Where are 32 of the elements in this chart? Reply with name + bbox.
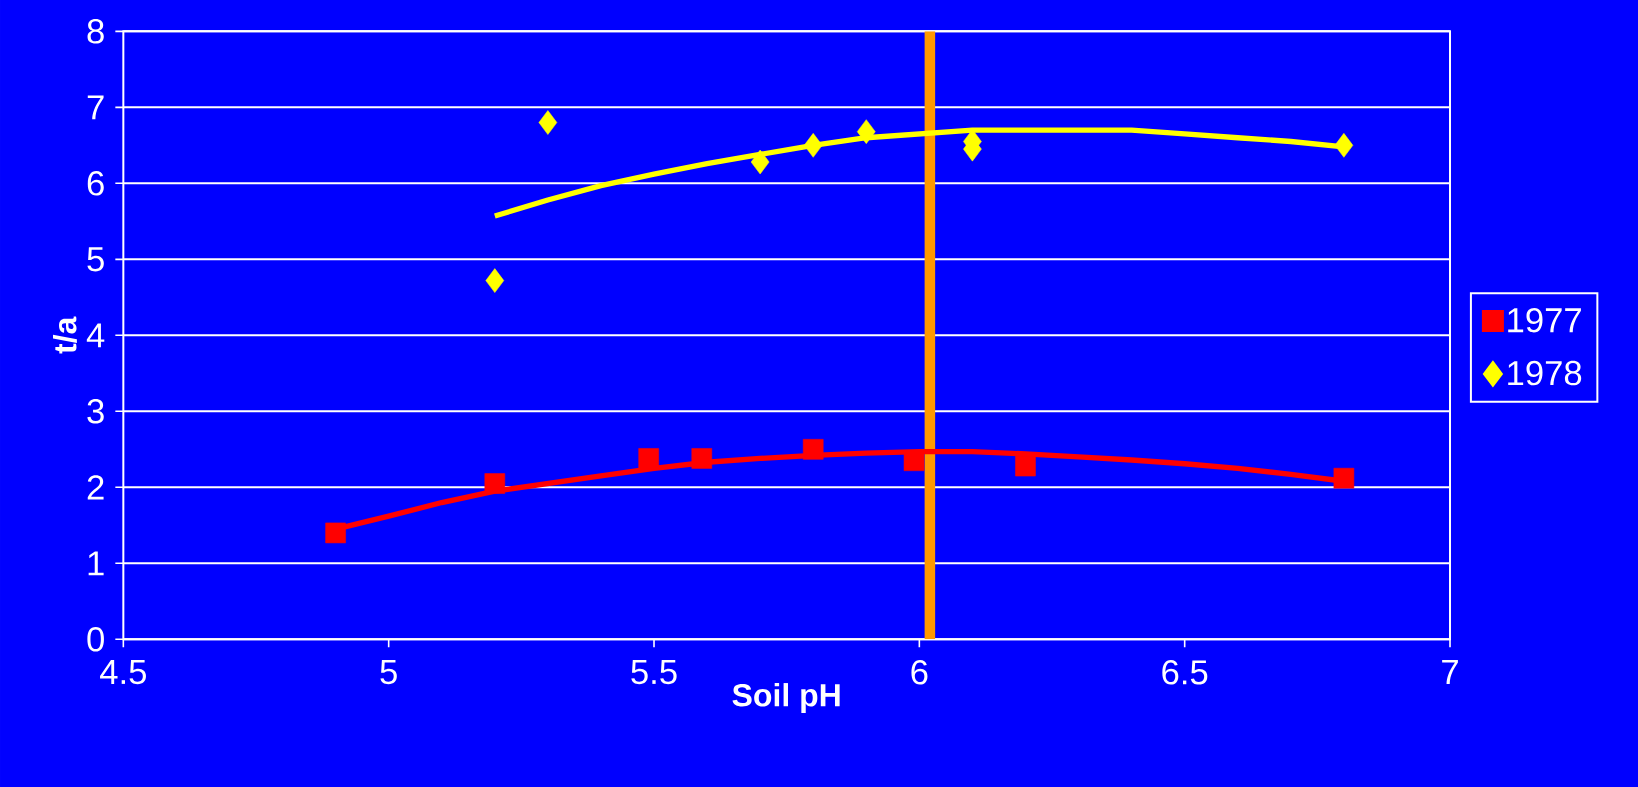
point xyxy=(538,110,558,135)
point xyxy=(638,448,659,469)
y-axis-title: t/a xyxy=(53,316,77,354)
y-tick-label: 7 xyxy=(87,95,104,120)
point xyxy=(803,133,823,158)
y-tick-label: 3 xyxy=(87,399,104,424)
x-tick-label: 6.5 xyxy=(1162,660,1208,685)
legend-label: 1977 xyxy=(1508,307,1581,333)
x-tick-label: 6 xyxy=(911,660,928,685)
point xyxy=(750,149,770,175)
point xyxy=(325,522,346,544)
point xyxy=(691,448,713,469)
y-tick-label: 6 xyxy=(87,171,104,196)
x-tick-label: 4.5 xyxy=(100,660,146,685)
y-tick-label: 5 xyxy=(87,247,104,272)
y-tick-label: 0 xyxy=(87,627,104,652)
y-tick-label: 2 xyxy=(87,475,104,500)
x-tick-label: 7 xyxy=(1442,660,1458,684)
y-tick-label: 8 xyxy=(87,19,104,44)
point xyxy=(1334,133,1354,158)
x-tick-label: 5 xyxy=(380,660,397,685)
x-axis-title: Soil pH xyxy=(732,683,840,713)
point xyxy=(857,119,876,144)
y-tick-label: 1 xyxy=(88,551,104,576)
point xyxy=(1333,467,1355,489)
point xyxy=(1015,455,1036,477)
legend-label: 1978 xyxy=(1508,360,1582,386)
point xyxy=(484,473,506,494)
x-tick-label: 5.5 xyxy=(631,660,677,685)
y-tick-label: 4 xyxy=(86,323,105,348)
point xyxy=(485,268,505,293)
point xyxy=(802,439,824,460)
